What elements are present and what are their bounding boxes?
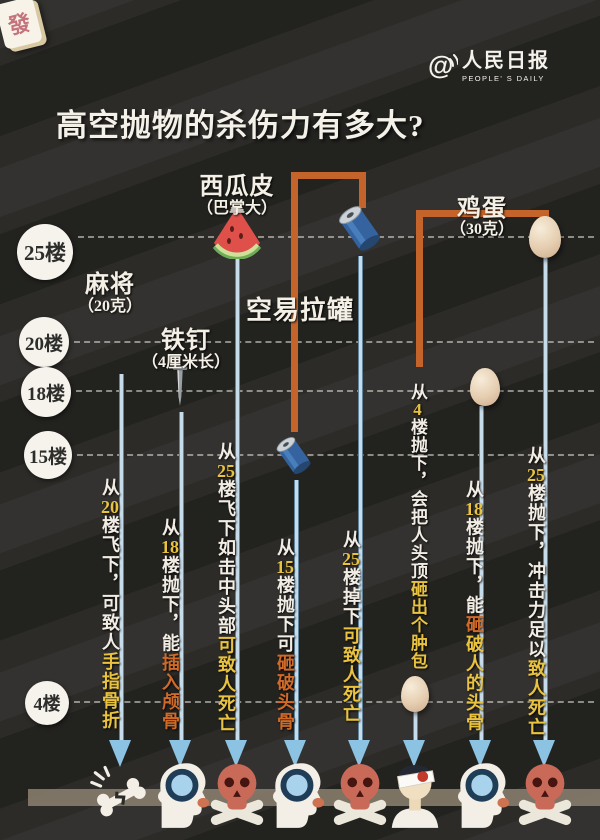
can-bracket-right (359, 172, 366, 208)
floor-line-18 (76, 390, 594, 392)
arrow-down-icon (109, 740, 131, 767)
skull-hole-icon (265, 760, 327, 828)
arrow-down-icon (533, 740, 555, 767)
impact-text-egg-25: 从25楼抛下，冲击力足以致人死亡 (526, 446, 546, 737)
can-bracket-left (291, 172, 298, 432)
egg-icon-18f (470, 368, 500, 406)
impact-text-can-15: 从15楼抛下可砸破头骨 (275, 538, 295, 732)
drop-line-egg-25 (542, 258, 548, 740)
arrow-down-icon (284, 740, 306, 767)
impact-text-can-25: 从25楼掉下可致人死亡 (341, 530, 361, 724)
floor-badge-25: 25楼 (17, 224, 73, 280)
floor-badge-20: 20楼 (19, 317, 69, 367)
at-sign-icon: @ (428, 50, 458, 80)
logo-chinese-text: 人民日报 (462, 50, 550, 72)
label-watermelon-sub: （巴掌大） (196, 200, 277, 217)
skull-death-icon (329, 760, 391, 828)
floor-badge-4: 4楼 (25, 681, 69, 725)
impact-text-watermelon: 从25楼飞下如击中头部可致人死亡 (216, 442, 236, 733)
arrow-down-icon (469, 740, 491, 767)
arrow-down-icon (225, 740, 247, 767)
impact-text-nail: 从18楼抛下，能插入颅骨 (160, 518, 180, 731)
svg-text:@: @ (428, 50, 453, 80)
egg-icon-25f (529, 216, 561, 258)
arrow-down-icon (169, 740, 191, 767)
floor-line-25 (78, 236, 594, 238)
egg-bracket-top (416, 210, 549, 217)
broken-bone-icon (90, 760, 152, 828)
drop-line-nail (178, 412, 184, 740)
egg-icon-4f (401, 676, 429, 712)
label-mahjong-sub: （20克） (77, 298, 142, 315)
floor-line-15 (77, 454, 594, 456)
arrow-down-icon (403, 740, 425, 767)
skull-hole-icon (450, 760, 512, 828)
page-title: 高空抛物的杀伤力有多大? (56, 108, 425, 143)
drop-line-can-25 (357, 256, 363, 740)
label-egg: 鸡蛋 (457, 196, 507, 222)
impact-text-egg-18: 从18楼抛下，能砸破人的头骨 (464, 480, 484, 732)
peoples-daily-logo: @ 人民日报 PEOPLE' S DAILY (428, 50, 578, 83)
impact-text-mahjong: 从20楼飞下，可致人手指骨折 (100, 478, 120, 730)
skull-death-icon (206, 760, 268, 828)
drop-line-can-15 (293, 480, 299, 740)
mahjong-tile-icon: 發 (0, 0, 43, 50)
can-icon-15f (272, 432, 316, 480)
drop-line-egg-4 (412, 712, 418, 740)
can-bracket-top (291, 172, 366, 179)
skull-death-icon (514, 760, 576, 828)
label-can: 空易拉罐 (245, 296, 354, 325)
floor-badge-15: 15楼 (24, 431, 72, 479)
floor-line-20 (74, 341, 594, 343)
label-watermelon: 西瓜皮 (199, 174, 275, 200)
logo-english-text: PEOPLE' S DAILY (462, 74, 545, 83)
drop-line-egg-18 (478, 406, 484, 740)
can-icon-25f (333, 200, 387, 258)
label-nail: 铁钉 (161, 328, 211, 354)
bandaged-head-icon (384, 760, 446, 828)
label-nail-sub: （4厘米长） (141, 354, 230, 371)
impact-text-egg-4: 从4楼抛下，会把人头顶砸出个肿包 (408, 383, 427, 670)
skull-hole-icon (150, 760, 212, 828)
drop-line-watermelon (234, 258, 240, 740)
arrow-down-icon (348, 740, 370, 767)
drop-line-mahjong (118, 374, 124, 740)
floor-badge-18: 18楼 (21, 367, 71, 417)
floor-line-4 (74, 701, 594, 703)
label-mahjong: 麻将 (85, 272, 135, 298)
egg-bracket-left (416, 210, 423, 367)
label-egg-sub: （30克） (449, 221, 514, 238)
